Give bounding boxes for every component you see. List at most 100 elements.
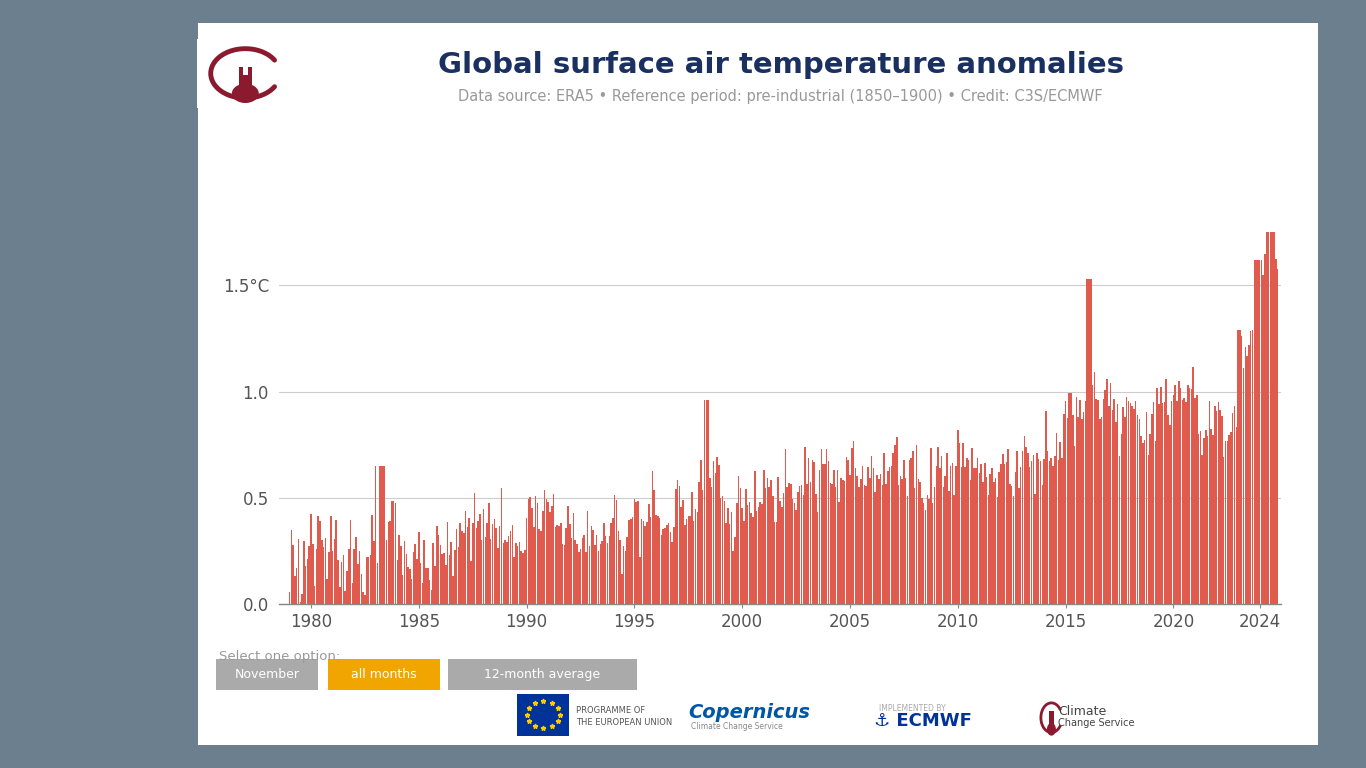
Bar <box>1262 275 1264 604</box>
Bar <box>385 540 388 604</box>
Bar <box>378 466 380 604</box>
Bar <box>656 515 657 604</box>
Bar <box>544 490 545 604</box>
Bar <box>1029 467 1030 604</box>
Bar <box>578 551 579 604</box>
Bar <box>1057 460 1059 604</box>
Bar <box>423 540 425 604</box>
Bar <box>650 518 652 604</box>
Bar <box>1257 260 1258 604</box>
Text: Data source: ERA5 • Reference period: pre-industrial (1850–1900) • Credit: C3S/E: Data source: ERA5 • Reference period: pr… <box>458 88 1102 104</box>
Bar <box>314 587 316 604</box>
Bar <box>1272 232 1273 604</box>
Bar <box>357 564 358 604</box>
Bar <box>885 485 887 604</box>
Bar <box>361 574 362 604</box>
Bar <box>1261 260 1262 604</box>
Bar <box>351 583 354 604</box>
Bar <box>709 478 710 604</box>
Bar <box>414 544 417 604</box>
Bar <box>632 518 634 604</box>
Bar <box>1249 346 1250 604</box>
Bar <box>1056 432 1057 604</box>
Bar <box>818 471 820 604</box>
Bar <box>884 453 885 604</box>
Bar <box>1120 435 1121 604</box>
Bar <box>336 521 337 604</box>
Bar <box>720 498 721 604</box>
Bar <box>1027 452 1029 604</box>
Bar <box>661 535 663 604</box>
Bar <box>1015 472 1016 604</box>
Bar <box>1221 415 1223 604</box>
Bar <box>342 561 343 604</box>
Bar <box>1141 436 1142 604</box>
Bar <box>328 552 329 604</box>
Text: 12-month average: 12-month average <box>484 668 601 680</box>
Bar <box>822 464 824 604</box>
Bar <box>507 542 508 604</box>
Bar <box>1175 385 1176 604</box>
Bar <box>1146 412 1147 604</box>
Bar <box>296 568 298 604</box>
Bar <box>772 496 773 604</box>
Bar <box>653 490 654 604</box>
Bar <box>527 499 529 604</box>
Bar <box>787 487 788 604</box>
Bar <box>355 537 357 604</box>
Bar <box>1176 401 1177 604</box>
Bar <box>1060 442 1061 604</box>
Bar <box>1079 399 1081 604</box>
Bar <box>388 522 389 604</box>
Bar <box>1269 232 1272 604</box>
Bar <box>1199 432 1201 604</box>
Bar <box>1063 413 1064 604</box>
Bar <box>454 551 455 604</box>
Bar <box>826 449 828 604</box>
Bar <box>1041 485 1044 604</box>
Bar <box>402 575 403 604</box>
Bar <box>310 514 311 604</box>
Bar <box>1101 417 1102 604</box>
Bar <box>1203 438 1205 604</box>
Bar <box>790 485 791 604</box>
Bar <box>1104 390 1106 604</box>
Bar <box>892 453 893 604</box>
Bar <box>833 469 835 604</box>
Text: Climate Change Service: Climate Change Service <box>691 722 783 731</box>
Bar <box>1102 399 1104 604</box>
Bar <box>731 511 732 604</box>
Bar <box>844 481 846 604</box>
Bar <box>619 540 620 604</box>
Bar <box>1135 401 1137 604</box>
Bar <box>691 492 693 604</box>
Bar <box>585 551 587 604</box>
Bar <box>1197 395 1198 604</box>
Bar <box>456 529 458 604</box>
Bar <box>964 467 966 604</box>
Bar <box>646 522 647 604</box>
Bar <box>322 548 324 604</box>
Bar <box>373 541 374 604</box>
Bar <box>298 539 299 604</box>
Bar <box>992 468 993 604</box>
Bar <box>759 502 761 604</box>
Bar <box>713 462 714 604</box>
Bar <box>570 524 571 604</box>
Bar <box>1061 458 1063 604</box>
Bar <box>680 507 682 604</box>
Bar <box>499 526 500 604</box>
Bar <box>658 518 660 604</box>
Bar <box>1131 406 1132 604</box>
Bar <box>417 559 418 604</box>
Bar <box>912 451 914 604</box>
Bar <box>1034 494 1035 604</box>
Bar <box>628 520 630 604</box>
Bar <box>930 448 932 604</box>
Bar <box>438 535 440 604</box>
Bar <box>948 491 949 604</box>
Bar <box>367 557 369 604</box>
Bar <box>1239 329 1240 604</box>
Bar <box>949 466 951 604</box>
Bar <box>496 528 497 604</box>
